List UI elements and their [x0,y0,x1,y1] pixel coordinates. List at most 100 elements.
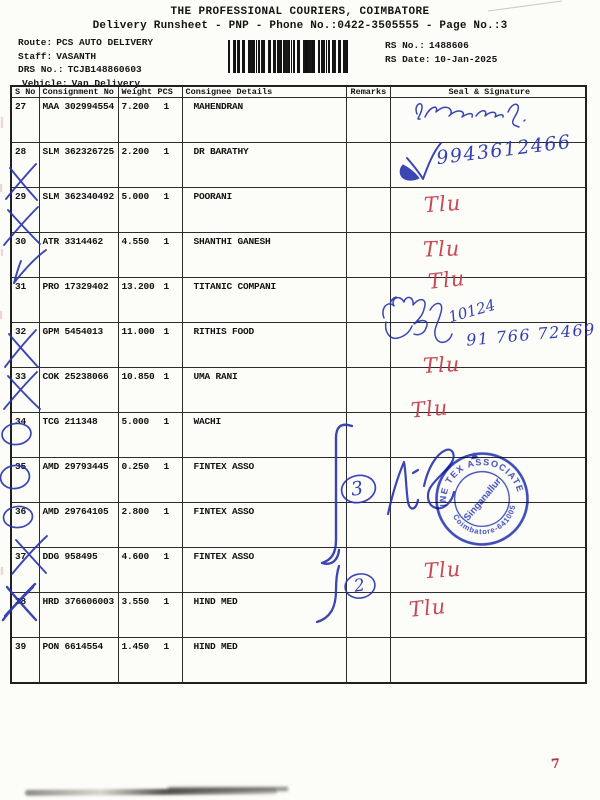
drs-line: DRS No.: TCJB148860603 [18,63,157,77]
consignment-cell: GPM 5454013 [38,322,119,368]
consignee-cell: TITANIC COMPANI [181,277,347,323]
sno-cell: 37 [10,547,40,593]
rs-date-line: RS Date: 10-Jan-2025 [385,53,501,67]
remarks-cell [345,637,391,684]
consignment-cell: HRD 376606003 [38,592,119,638]
drs-value: TCJB148860603 [67,64,142,75]
consignee-cell: HIND MED [181,592,347,638]
consignment-cell: SLM 362326725 [38,142,119,188]
sno-cell: 27 [10,97,40,143]
pcs-value: 1 [163,236,170,247]
table-row: 31 PRO 17329402 13.200 1 TITANIC COMPANI [10,277,587,323]
header-seal: Seal & Signature [389,85,587,98]
staff-label: Staff: [18,50,53,62]
weight-pcs-cell: 5.000 1 [117,412,183,458]
vehicle-line: Vehicle: Van Delivery [18,77,157,91]
weight-value: 2.200 [121,146,150,157]
vehicle-value: Van Delivery [71,77,141,89]
pcs-value: 1 [163,326,170,337]
seal-signature-cell [389,367,587,413]
consignee-cell: HIND MED [181,637,347,684]
page-number-mark: 7 [550,756,561,773]
runsheet-barcode [228,40,348,73]
vehicle-label: Vehicle: [22,77,68,89]
seal-signature-cell [389,322,587,368]
stamp-center-text: Singanallur [462,476,504,523]
table-row: 33 COK 25238066 10.850 1 UMA RANI [10,367,587,413]
rs-no-value: 1488606 [428,40,469,51]
seal-signature-cell [389,232,587,278]
weight-value: 11.000 [121,326,155,337]
scan-smudge-dark [168,787,288,791]
consignee-cell: RITHIS FOOD [181,322,347,368]
weight-pcs-cell: 1.450 1 [117,637,183,684]
pcs-value: 1 [163,416,170,427]
sno-cell: 34 [10,412,40,458]
remarks-cell [345,502,391,548]
consignment-table: S No Consignment No Weight PCS Consignee … [10,85,587,684]
staff-line: Staff: VASANTH [18,50,157,64]
drs-label: DRS No.: [18,64,64,75]
remarks-cell [345,142,391,188]
consignment-cell: ATR 3314462 [38,232,119,278]
seal-signature-cell [389,277,587,323]
seal-signature-cell [389,97,587,143]
rs-no-label: RS No.: [385,40,425,51]
sno-cell: 30 [10,232,40,278]
staff-value: VASANTH [56,50,97,62]
table-row: 27 MAA 302994554 7.200 1 MAHENDRAN [10,97,587,143]
weight-pcs-cell: 0.250 1 [117,457,183,503]
weight-value: 1.450 [121,641,150,652]
header-weight-pcs: Weight PCS [117,85,183,98]
weight-value: 5.000 [121,191,150,202]
weight-pcs-cell: 10.850 1 [117,367,183,413]
table-row: 32 GPM 5454013 11.000 1 RITHIS FOOD [10,322,587,368]
weight-pcs-cell: 3.550 1 [117,592,183,638]
weight-pcs-cell: 13.200 1 [117,277,183,323]
seal-signature-cell [389,637,587,684]
pcs-value: 1 [163,146,170,157]
weight-value: 10.850 [121,371,155,382]
consignee-cell: MAHENDRAN [181,97,347,143]
seal-signature-cell [389,187,587,233]
sno-cell: 38 [10,592,40,638]
consignment-cell: DDG 958495 [38,547,119,593]
consignment-cell: SLM 362340492 [38,187,119,233]
consignment-cell: AMD 29793445 [38,457,119,503]
rs-date-label: RS Date: [385,54,431,65]
remarks-cell [345,232,391,278]
consignment-cell: AMD 29764105 [38,502,119,548]
stamp-inner-ring [454,471,510,527]
weight-value: 5.000 [121,416,150,427]
pcs-value: 1 [163,371,170,382]
table-row: 38 HRD 376606003 3.550 1 HIND MED [10,592,587,638]
weight-value: 0.250 [121,461,150,472]
weight-value: 4.600 [121,551,150,562]
table-row: 28 SLM 362326725 2.200 1 DR BARATHY [10,142,587,188]
shipment-info-block: Route: PCS AUTO DELIVERY Staff: VASANTH DR… [18,36,157,90]
weight-pcs-cell: 5.000 1 [117,187,183,233]
weight-pcs-cell: 2.800 1 [117,502,183,548]
weight-value: 13.200 [121,281,155,292]
seal-signature-cell [389,592,587,638]
stamp-triangle-icon [470,452,479,460]
weight-pcs-cell: 7.200 1 [117,97,183,143]
pcs-value: 1 [163,461,170,472]
table-row: 30 ATR 3314462 4.550 1 SHANTHI GANESH [10,232,587,278]
route-value: PCS AUTO DELIVERY [56,37,154,48]
header-consignment: Consignment No [38,85,119,98]
consignee-cell: FINTEX ASSO [181,457,347,503]
pcs-value: 1 [163,641,170,652]
consignment-cell: PRO 17329402 [38,277,119,323]
weight-value: 3.550 [121,596,150,607]
weight-value: 2.800 [121,506,150,517]
seal-signature-cell [389,547,587,593]
route-line: Route: PCS AUTO DELIVERY [18,36,157,50]
pcs-value: 1 [163,551,170,562]
remarks-cell [345,412,391,458]
seal-signature-cell [389,457,587,503]
pcs-value: 1 [163,506,170,517]
remarks-cell [345,97,391,143]
remarks-cell [345,322,391,368]
